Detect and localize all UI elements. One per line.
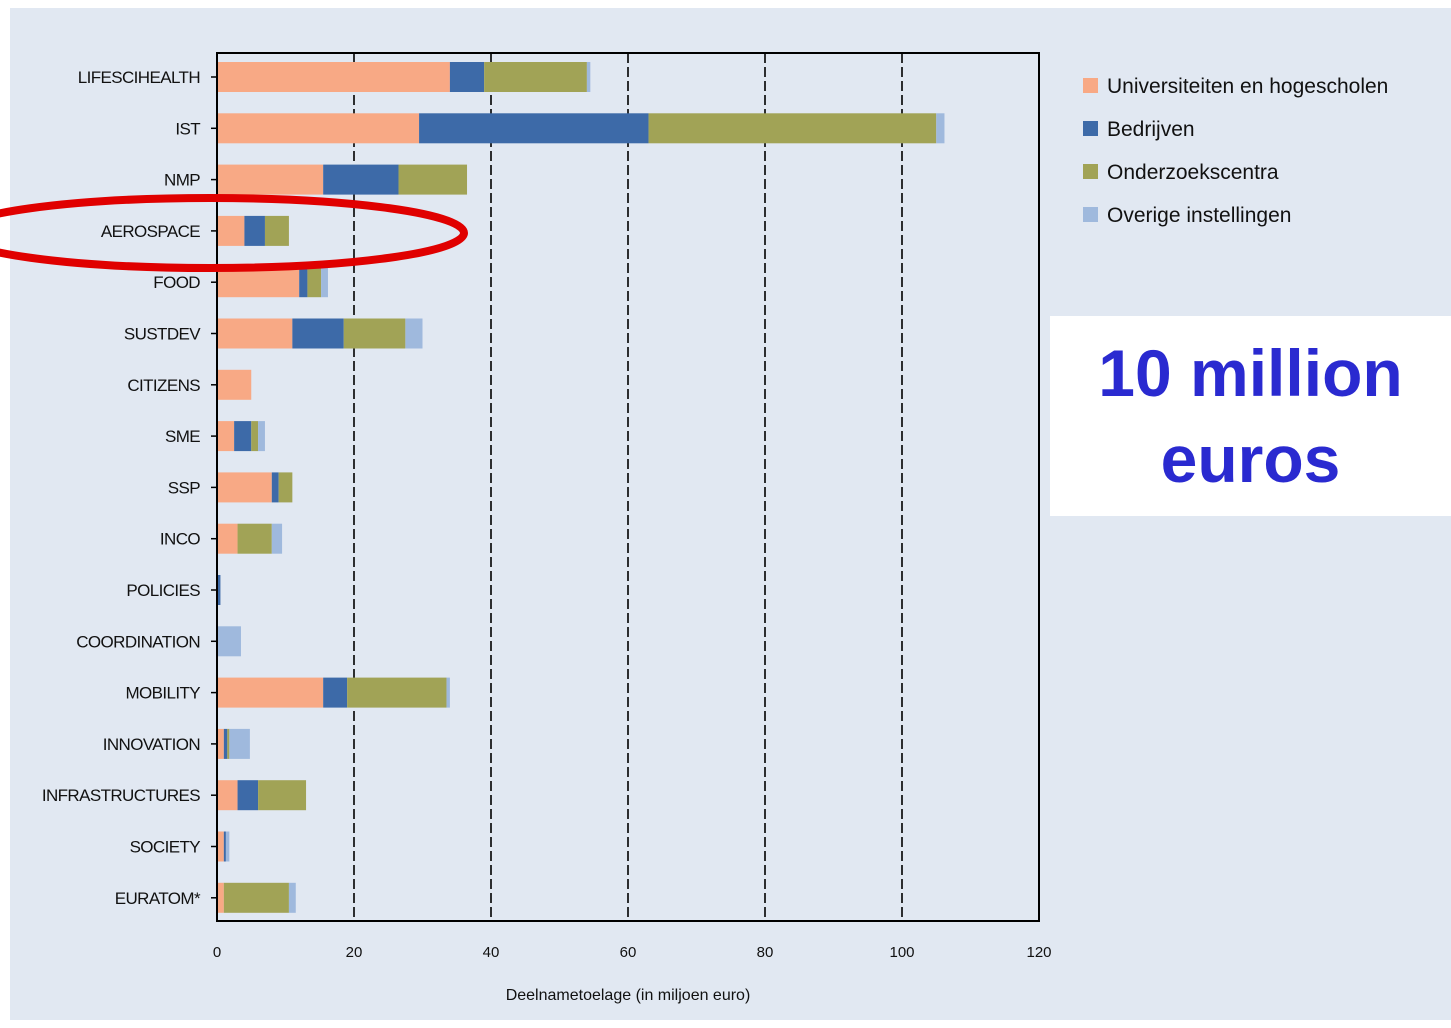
bar-segment (224, 729, 227, 759)
category-label: LIFESCIHEALTH (78, 68, 200, 87)
bar-segment (224, 883, 289, 913)
bar-segment (244, 216, 265, 246)
bar-segment (265, 216, 289, 246)
bar-segment (272, 524, 282, 554)
bar-segment (217, 216, 244, 246)
category-label: SSP (168, 478, 200, 497)
bar-segment (323, 678, 347, 708)
category-label: INNOVATION (103, 735, 200, 754)
callout-box: 10 million euros (1050, 316, 1451, 516)
bar-segment (234, 421, 251, 451)
category-label: SOCIETY (130, 838, 201, 857)
category-label: FOOD (153, 273, 200, 292)
legend: Universiteiten en hogescholen Bedrijven On… (1083, 75, 1388, 227)
x-tick-label: 40 (483, 944, 500, 961)
legend-label: Overige instellingen (1107, 204, 1291, 227)
x-tick-label: 120 (1026, 944, 1051, 961)
bar-segment (227, 729, 229, 759)
bar-segment (217, 472, 272, 502)
bar-segment (446, 678, 449, 708)
category-labels: LIFESCIHEALTH IST NMP AEROSPACE FOOD SUSTDEV C… (42, 68, 217, 908)
bar-segment (323, 165, 398, 195)
category-label: COORDINATION (76, 632, 200, 651)
bar-segment (299, 267, 307, 297)
bar-segment (217, 421, 234, 451)
bar-segment (217, 729, 224, 759)
bar-segment (226, 832, 229, 862)
bar-segment (258, 421, 265, 451)
bar-segment (217, 883, 224, 913)
x-tick-label: 0 (213, 944, 221, 961)
bar-segment (484, 62, 587, 92)
callout-line-1: 10 million (1050, 330, 1451, 416)
category-label: SME (165, 427, 200, 446)
category-label: SUSTDEV (124, 325, 201, 344)
bar-segment (217, 832, 224, 862)
x-axis-label: Deelnametoelage (in miljoen euro) (506, 987, 751, 1004)
bar-segment (399, 165, 468, 195)
bar-segment (272, 472, 279, 502)
bar-segment (258, 780, 306, 810)
legend-swatch (1083, 207, 1098, 222)
bar-segment (450, 62, 484, 92)
x-tick-label: 80 (757, 944, 774, 961)
bar-segment (217, 62, 450, 92)
bar-segment (224, 832, 226, 862)
category-label: AEROSPACE (101, 222, 200, 241)
bar-segment (419, 113, 648, 143)
legend-label: Universiteiten en hogescholen (1107, 75, 1388, 98)
bar-segment (321, 267, 328, 297)
bar-segment (217, 113, 419, 143)
bar-segment (238, 780, 259, 810)
category-label: INFRASTRUCTURES (42, 786, 200, 805)
category-label: POLICIES (126, 581, 200, 600)
bars-layer (217, 62, 944, 913)
legend-swatch (1083, 164, 1098, 179)
bar-segment (347, 678, 446, 708)
bar-segment (649, 113, 937, 143)
x-tick-label: 100 (889, 944, 914, 961)
bar-segment (217, 319, 292, 349)
legend-label: Bedrijven (1107, 118, 1195, 141)
bar-segment (217, 678, 323, 708)
category-label: INCO (160, 530, 200, 549)
category-label: MOBILITY (125, 684, 200, 703)
bar-segment (307, 267, 321, 297)
category-label: NMP (164, 171, 200, 190)
bar-segment (251, 421, 258, 451)
bar-segment (344, 319, 406, 349)
bar-segment (217, 626, 241, 656)
callout-line-2: euros (1050, 416, 1451, 502)
x-tick-label: 60 (620, 944, 637, 961)
bar-segment (292, 319, 343, 349)
x-tick-label: 20 (346, 944, 363, 961)
bar-segment (936, 113, 944, 143)
legend-swatch (1083, 121, 1098, 136)
bar-segment (217, 370, 251, 400)
bar-segment (289, 883, 296, 913)
legend-label: Onderzoekscentra (1107, 161, 1279, 184)
bar-segment (238, 524, 272, 554)
bar-segment (405, 319, 422, 349)
category-label: EURATOM* (115, 889, 201, 908)
bar-segment (229, 729, 250, 759)
bar-segment (217, 780, 238, 810)
bar-segment (279, 472, 293, 502)
x-tick-labels: 0 20 40 60 80 100 120 (213, 944, 1052, 961)
legend-swatch (1083, 78, 1098, 93)
category-label: CITIZENS (127, 376, 200, 395)
category-label: IST (175, 119, 200, 138)
bar-segment (587, 62, 590, 92)
bar-segment (217, 165, 323, 195)
bar-segment (217, 524, 238, 554)
